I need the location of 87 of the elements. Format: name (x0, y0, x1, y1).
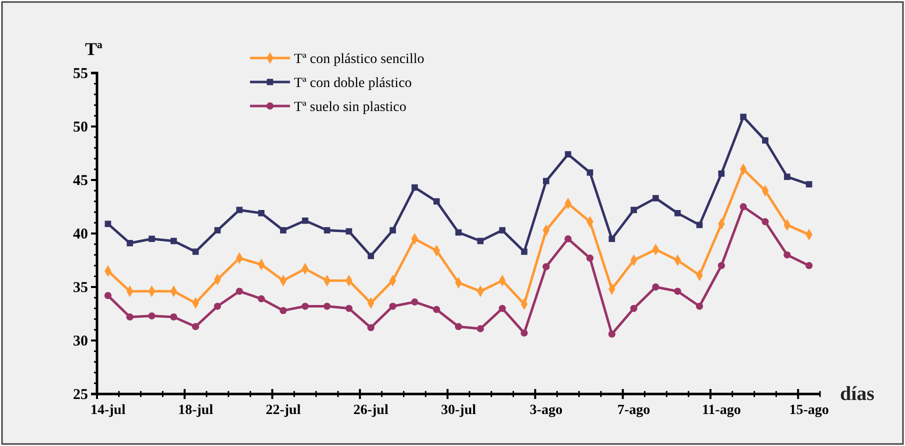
point (674, 210, 681, 216)
point (345, 304, 353, 312)
point (520, 329, 528, 337)
point (236, 288, 243, 295)
point (170, 238, 177, 244)
point (411, 298, 418, 306)
point (302, 218, 308, 224)
point (433, 306, 440, 314)
point (280, 227, 286, 234)
x-tick-label: 3-ago (530, 403, 562, 418)
point (476, 325, 484, 332)
point (433, 198, 440, 205)
point (367, 324, 374, 332)
point (564, 235, 572, 242)
point (762, 218, 769, 226)
point (630, 304, 638, 312)
point (564, 151, 572, 158)
point (718, 170, 725, 177)
y-tick-label: 40 (73, 226, 88, 242)
point (696, 302, 704, 310)
point (608, 330, 616, 338)
point (608, 236, 616, 242)
point (740, 114, 746, 120)
point (170, 313, 178, 321)
point (323, 302, 331, 310)
point (390, 227, 396, 234)
y-tick-label: 25 (73, 386, 88, 403)
point (214, 302, 222, 310)
point (696, 222, 703, 228)
point (192, 323, 200, 330)
point (542, 178, 550, 184)
y-tick-label: 30 (73, 333, 88, 350)
legend-label: Tª suelo sin plastico (294, 100, 406, 115)
point (455, 229, 462, 236)
point (412, 184, 418, 191)
x-axis-title: días (840, 383, 875, 405)
point (346, 228, 352, 235)
point (762, 137, 768, 144)
point (805, 262, 813, 270)
point (499, 227, 506, 234)
x-tick-label: 30-jul (441, 403, 476, 418)
point (214, 227, 221, 234)
point (302, 302, 309, 310)
point (389, 302, 396, 310)
point (784, 174, 790, 180)
point (586, 169, 594, 176)
x-tick-label: 18-jul (178, 403, 214, 418)
x-tick-label: 15-ago (789, 403, 829, 418)
y-tick-label: 55 (73, 66, 88, 82)
point (454, 323, 462, 330)
point (674, 288, 682, 295)
point (126, 240, 134, 246)
point (740, 203, 747, 210)
point (477, 238, 484, 244)
legend-label: Tª con doble plástico (294, 76, 412, 91)
point (652, 195, 659, 202)
point (104, 292, 112, 300)
point (586, 254, 594, 262)
point (521, 248, 528, 255)
y-axis-title: Tª (85, 39, 104, 59)
legend-label: Tª con plástico sencillo (294, 52, 424, 67)
point (280, 306, 287, 314)
x-tick-label: 11-ago (702, 403, 741, 418)
point (126, 313, 134, 321)
point (784, 251, 791, 258)
point (258, 210, 264, 216)
x-tick-label: 26-jul (353, 403, 388, 418)
x-tick-label: 22-jul (266, 403, 301, 418)
y-tick-label: 45 (73, 172, 88, 189)
point (718, 262, 725, 270)
point (652, 283, 660, 291)
point (630, 206, 637, 214)
x-tick-label: 7-ago (617, 403, 650, 418)
point (148, 312, 156, 320)
point (806, 181, 812, 188)
point (236, 206, 243, 214)
y-tick-label: 50 (73, 119, 88, 136)
point (258, 295, 265, 302)
point (104, 220, 112, 228)
x-tick-label: 14-jul (90, 403, 126, 418)
point (498, 304, 506, 312)
point (542, 263, 550, 270)
point (192, 248, 199, 255)
point (148, 236, 155, 242)
point (324, 227, 330, 234)
point (368, 252, 374, 260)
y-tick-label: 35 (73, 280, 88, 296)
